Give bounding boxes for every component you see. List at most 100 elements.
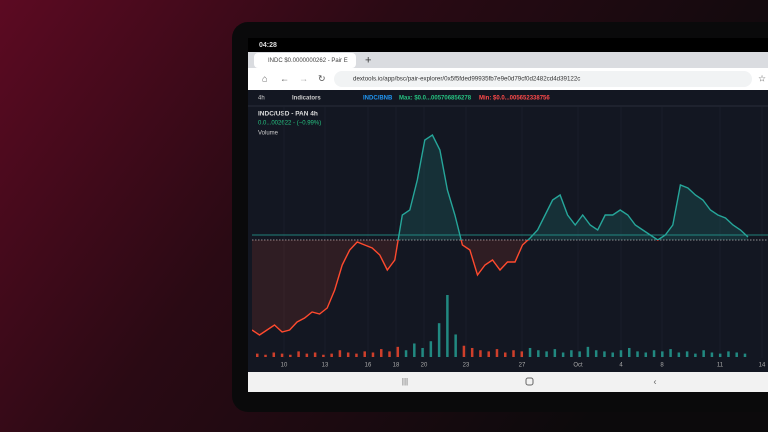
forward-button[interactable]: → xyxy=(299,73,308,83)
volume-bar xyxy=(718,353,722,357)
x-tick-label: 13 xyxy=(322,363,329,369)
volume-bar xyxy=(264,354,267,357)
interval[interactable]: 4h xyxy=(258,96,265,102)
x-tick-label: 27 xyxy=(519,363,526,369)
volume-bar xyxy=(702,350,705,357)
volume-bar xyxy=(619,350,623,357)
volume-bar xyxy=(396,346,400,357)
volume-bar xyxy=(322,354,325,357)
home-button[interactable]: ⌂ xyxy=(262,73,267,83)
max-price: Max: $0.0...005706856278 xyxy=(399,96,472,102)
volume-bar xyxy=(578,351,581,357)
volume-bar xyxy=(694,353,697,357)
nav-recent[interactable]: ||| xyxy=(402,377,408,386)
x-tick-label: 23 xyxy=(463,363,470,369)
volume-bar xyxy=(628,347,631,357)
volume-bar xyxy=(437,323,441,357)
volume-bar xyxy=(338,350,342,357)
volume-bar xyxy=(470,347,474,357)
volume-bar xyxy=(537,350,540,357)
back-button[interactable]: ← xyxy=(280,73,289,83)
volume-bar xyxy=(644,352,648,357)
volume-bar xyxy=(553,349,557,357)
volume-bar xyxy=(677,352,681,357)
bookmark[interactable]: ☆ xyxy=(758,73,766,83)
area-below xyxy=(252,240,748,335)
volume-bar xyxy=(561,352,565,357)
volume-bar xyxy=(545,351,548,357)
nav-back[interactable]: ‹ xyxy=(654,376,657,386)
volume-bar xyxy=(413,343,416,357)
volume-bar xyxy=(313,352,317,357)
volume-bar xyxy=(421,347,424,357)
new-tab[interactable]: + xyxy=(365,54,371,66)
volume-bar xyxy=(305,353,309,357)
volume-bar xyxy=(495,349,499,357)
volume-bar xyxy=(280,353,284,357)
volume-bar xyxy=(636,351,639,357)
volume-bar xyxy=(611,352,614,357)
area-above xyxy=(252,135,748,240)
plot: 10 13 16 18 20 23 27 Oct 4 8 11 14 xyxy=(252,106,768,369)
volume-bar xyxy=(570,350,573,357)
volume-bar xyxy=(743,353,747,357)
volume-bar xyxy=(462,345,466,357)
x-tick-label: 11 xyxy=(717,363,724,369)
volume-bar xyxy=(454,334,457,357)
x-tick-label: 16 xyxy=(365,363,372,369)
volume-bar xyxy=(652,350,656,357)
volume-bar xyxy=(512,350,515,357)
min-price: Min: $0.0...005652338756 xyxy=(479,96,550,102)
volume-bar xyxy=(363,351,366,357)
url: dextools.io/app/bsc/pair-explorer/0x5f5f… xyxy=(353,76,580,83)
status-time: 04:28 xyxy=(259,42,277,49)
volume-bar xyxy=(346,352,350,357)
volume-bar xyxy=(289,354,292,357)
volume-bar xyxy=(735,352,738,357)
volume-bar xyxy=(380,349,383,357)
volume-bar xyxy=(256,353,259,357)
volume-bar xyxy=(528,347,532,357)
volume-bar xyxy=(446,295,449,357)
legend-price: 0.0...002622 - (−0.99%) xyxy=(258,121,321,127)
volume-bar xyxy=(404,350,408,357)
x-tick-label: 8 xyxy=(660,363,664,369)
volume-bar xyxy=(355,353,358,357)
reload-button[interactable]: ↻ xyxy=(318,73,326,83)
volume-bar xyxy=(669,349,672,357)
volume-bar xyxy=(661,351,664,357)
volume-bar xyxy=(520,351,524,357)
volume-bar xyxy=(685,351,689,357)
volume-bar xyxy=(727,351,730,357)
volume-bar xyxy=(594,350,598,357)
volume-bar xyxy=(330,353,333,357)
x-tick-label: 14 xyxy=(759,363,766,369)
pair[interactable]: INDC/BNB xyxy=(363,96,393,102)
x-tick-label: 10 xyxy=(281,363,288,369)
volume-bar xyxy=(586,346,590,357)
volume-bar xyxy=(371,352,375,357)
x-tick-label: 18 xyxy=(393,363,400,369)
x-tick-label: Oct xyxy=(573,363,583,369)
chart-area xyxy=(248,90,768,372)
x-tick-label: 20 xyxy=(421,363,428,369)
x-tick-label: 4 xyxy=(619,363,623,369)
volume-bar xyxy=(479,350,482,357)
volume-bar xyxy=(487,351,490,357)
volume-bar xyxy=(710,352,714,357)
price-line-up xyxy=(397,133,749,240)
tab-title: INDC $0.0000000262 - Pair E xyxy=(268,58,348,64)
volume-bar xyxy=(297,351,300,357)
nav-home[interactable] xyxy=(525,377,534,386)
volume-bar xyxy=(603,351,606,357)
nav-bar xyxy=(248,372,768,392)
url-field[interactable] xyxy=(334,71,752,87)
volume-bar xyxy=(429,341,433,357)
volume-bar xyxy=(388,351,391,357)
volume-bar xyxy=(272,352,276,357)
legend-symbol: INDC/USD - PAN 4h xyxy=(258,111,318,118)
indicators[interactable]: Indicators xyxy=(292,96,321,102)
legend-volume: Volume xyxy=(258,131,279,137)
tab[interactable] xyxy=(254,53,356,68)
